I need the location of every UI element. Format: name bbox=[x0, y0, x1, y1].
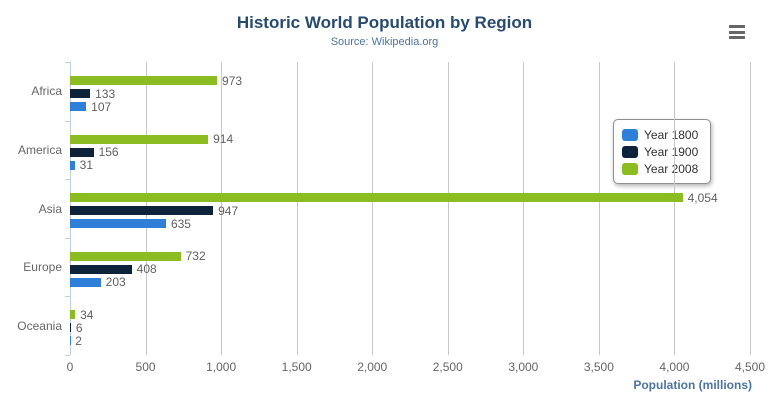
gridline bbox=[674, 62, 676, 355]
bar-year-1800-africa[interactable] bbox=[70, 102, 87, 111]
legend-label: Year 2008 bbox=[644, 161, 699, 176]
data-label: 4,054 bbox=[687, 190, 718, 205]
bar-year-2008-europe[interactable] bbox=[70, 251, 181, 261]
x-axis-tick-label: 3,500 bbox=[583, 360, 614, 374]
data-label: 6 bbox=[75, 320, 83, 335]
legend-symbol bbox=[622, 162, 638, 175]
bar-year-1900-america[interactable] bbox=[70, 147, 94, 157]
hamburger-menu-icon bbox=[729, 30, 745, 34]
legend-item-year-1800[interactable]: Year 1800 bbox=[622, 126, 698, 143]
bar-year-2008-america[interactable] bbox=[70, 134, 209, 144]
legend-item-year-1900[interactable]: Year 1900 bbox=[622, 143, 698, 160]
legend-symbol bbox=[622, 128, 638, 141]
bar-year-1900-oceania[interactable] bbox=[70, 323, 71, 333]
data-label: 947 bbox=[218, 203, 239, 218]
legend: Year 1800 Year 1900 Year 2008 bbox=[613, 119, 712, 184]
y-axis-tick bbox=[65, 121, 70, 122]
data-label: 203 bbox=[105, 275, 126, 290]
x-axis-tick-label: 0 bbox=[66, 360, 74, 374]
bar-year-2008-oceania[interactable] bbox=[70, 310, 76, 320]
data-label: 2 bbox=[75, 333, 82, 348]
y-axis-tick bbox=[65, 355, 70, 356]
bar-year-2008-africa[interactable] bbox=[70, 76, 218, 85]
data-label: 34 bbox=[80, 307, 94, 322]
legend-label: Year 1900 bbox=[644, 144, 699, 159]
gridline bbox=[221, 62, 223, 355]
data-label: 107 bbox=[91, 99, 112, 114]
y-axis-tick bbox=[65, 296, 70, 297]
hamburger-menu-icon bbox=[729, 36, 745, 39]
data-label: 133 bbox=[95, 86, 116, 101]
data-label: 973 bbox=[222, 73, 243, 88]
bar-year-2008-asia[interactable] bbox=[70, 193, 683, 203]
data-label: 914 bbox=[213, 132, 234, 147]
bar-year-1900-asia[interactable] bbox=[70, 206, 214, 216]
y-axis-category-label: Oceania bbox=[17, 318, 62, 333]
x-axis-tick-label: 500 bbox=[135, 360, 156, 374]
y-axis-category-label: America bbox=[17, 142, 62, 157]
y-axis-tick bbox=[65, 179, 70, 180]
gridline bbox=[372, 62, 374, 355]
data-label: 635 bbox=[170, 216, 191, 231]
x-axis-tick-label: 3,000 bbox=[508, 360, 539, 374]
gridline bbox=[447, 62, 449, 355]
legend-item-year-2008[interactable]: Year 2008 bbox=[622, 160, 698, 177]
bar-year-1900-africa[interactable] bbox=[70, 89, 91, 98]
x-axis-tick-label: 1,000 bbox=[206, 360, 237, 374]
export-menu-button[interactable] bbox=[727, 23, 747, 41]
data-label: 156 bbox=[98, 145, 119, 160]
gridline bbox=[523, 62, 525, 355]
x-axis-tick-label: 4,500 bbox=[734, 360, 766, 374]
x-axis-tick-label: 2,500 bbox=[432, 360, 463, 374]
bar-year-1800-europe[interactable] bbox=[70, 277, 101, 287]
data-label: 31 bbox=[79, 158, 94, 173]
gridline bbox=[598, 62, 600, 355]
gridline bbox=[296, 62, 298, 355]
chart-title: Historic World Population by Region bbox=[236, 13, 533, 32]
y-axis-tick bbox=[65, 238, 70, 239]
hamburger-menu-icon bbox=[729, 25, 745, 28]
bar-year-1800-asia[interactable] bbox=[70, 219, 166, 229]
y-axis-tick bbox=[65, 62, 70, 63]
y-axis-category-label: Asia bbox=[38, 201, 62, 216]
bar-year-1800-america[interactable] bbox=[70, 160, 75, 170]
data-label: 732 bbox=[185, 249, 206, 264]
x-axis-tick-label: 1,500 bbox=[281, 360, 312, 374]
x-axis-title: Population (millions) bbox=[633, 378, 752, 392]
legend-label: Year 1800 bbox=[644, 127, 699, 142]
chart-subtitle: Source: Wikipedia.org bbox=[330, 36, 439, 48]
y-axis-category-label: Europe bbox=[23, 260, 62, 275]
bar-year-1900-europe[interactable] bbox=[70, 264, 132, 274]
legend-symbol bbox=[622, 145, 638, 158]
gridline bbox=[750, 62, 751, 355]
x-axis-tick-label: 2,000 bbox=[357, 360, 388, 374]
x-axis-tick-label: 4,000 bbox=[659, 360, 690, 374]
y-axis-category-label: Africa bbox=[31, 84, 62, 99]
data-label: 408 bbox=[136, 262, 157, 277]
